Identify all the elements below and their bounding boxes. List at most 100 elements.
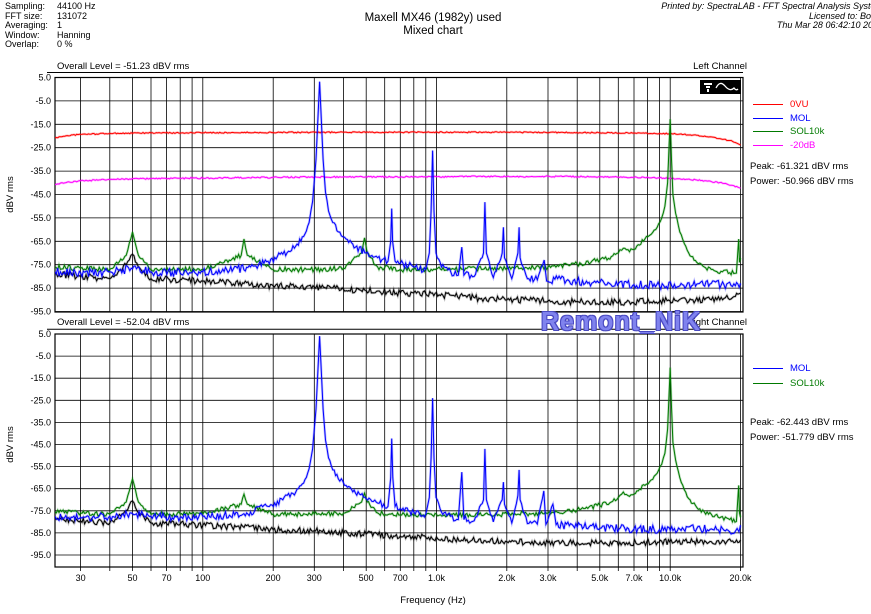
- svg-text:-35.0: -35.0: [30, 166, 51, 176]
- svg-text:-55.0: -55.0: [30, 462, 51, 472]
- series-line-MOL: [55, 336, 741, 535]
- series-line-noise-floor: [55, 500, 741, 548]
- watermark: Remont_NiK: [541, 307, 702, 337]
- analysis-settings: Sampling: 44100 Hz FFT size: 131072 Averag…: [5, 1, 96, 50]
- svg-text:-85.0: -85.0: [30, 528, 51, 538]
- svg-text:20.0k: 20.0k: [729, 573, 752, 583]
- licensed-to-line: Licensed to: Boost: [808, 10, 871, 21]
- setting-label: Sampling:: [5, 1, 46, 11]
- svg-text:5.0k: 5.0k: [591, 573, 609, 583]
- legend-label: -20dB: [790, 139, 816, 151]
- setting-label: Averaging:: [5, 20, 48, 31]
- svg-text:50: 50: [127, 573, 137, 583]
- legend-line-sample: [753, 144, 783, 146]
- legend-label: SOL10k: [790, 378, 825, 389]
- setting-value: 0 %: [57, 39, 73, 50]
- series-line-MOL: [55, 81, 741, 291]
- top-chart-plot: 5.0 -5.0 -15.0 -25.0 -35.0 -45.0 -55.0 -65.0 -75…: [5, 72, 744, 317]
- svg-text:-95.0: -95.0: [30, 550, 51, 560]
- svg-text:-35.0: -35.0: [30, 417, 51, 427]
- svg-text:-65.0: -65.0: [30, 484, 51, 494]
- svg-text:30: 30: [76, 573, 86, 583]
- svg-text:-15.0: -15.0: [30, 373, 51, 383]
- series-traces: [55, 336, 742, 550]
- legend-line-sample: [753, 368, 783, 369]
- legend-line-sample: [753, 131, 783, 132]
- power-readout: Power: -50.966 dBV rms: [750, 176, 854, 187]
- y-axis-title: dBV rms: [5, 176, 16, 213]
- svg-text:10.0k: 10.0k: [659, 573, 682, 583]
- series-halo-MOL: [55, 336, 742, 538]
- series-line-SOL10k: [55, 119, 741, 276]
- peak-power-top: Peak: -61.321 dBV rms Power: -50.966 dBV…: [750, 159, 854, 189]
- svg-text:2.0k: 2.0k: [498, 573, 516, 583]
- page-title-block: Maxell MX46 (1982y) used Mixed chart: [303, 12, 563, 38]
- bottom-chart-plot: 5.0 -5.0 -15.0 -25.0 -35.0 -45.0 -55.0 -65.0 -75…: [5, 328, 752, 606]
- svg-text:300: 300: [307, 573, 322, 583]
- svg-text:-45.0: -45.0: [30, 440, 51, 450]
- svg-text:-5.0: -5.0: [35, 351, 51, 361]
- svg-text:100: 100: [195, 573, 210, 583]
- setting-label: Window:: [5, 29, 40, 40]
- y-tick-labels: 5.0 -5.0 -15.0 -25.0 -35.0 -45.0 -55.0 -65.0 -75…: [30, 73, 51, 317]
- x-axis: 30 50 70 100 200 300 500 700 1.0k 2.0k 3.0k 5.0k 7.0…: [76, 567, 752, 606]
- svg-text:-75.0: -75.0: [30, 260, 51, 270]
- x-axis-title: Frequency (Hz): [400, 595, 465, 606]
- svg-text:200: 200: [266, 573, 281, 583]
- legend-item: MOL: [753, 361, 824, 376]
- setting-label: FFT size:: [5, 10, 43, 21]
- legend-label: SOL10k: [790, 126, 825, 137]
- svg-text:3.0k: 3.0k: [539, 573, 557, 583]
- legend-bottom: MOL SOL10k: [753, 361, 824, 391]
- page-title: Maxell MX46 (1982y) used: [364, 12, 502, 24]
- legend-item: SOL10k: [753, 125, 824, 139]
- series-line-noise-floor: [55, 253, 741, 307]
- legend-item: MOL: [753, 112, 824, 126]
- power-readout: Power: -51.779 dBV rms: [750, 432, 854, 443]
- legend-item: 0VU: [753, 98, 824, 112]
- svg-text:700: 700: [393, 573, 408, 583]
- legend-label: 0VU: [790, 99, 809, 110]
- setting-value: 131072: [57, 10, 88, 21]
- plot-frame: [54, 333, 744, 568]
- setting-row: Overlap: 0 %: [5, 40, 96, 50]
- setting-value: 44100 Hz: [57, 1, 96, 11]
- print-date-line: Thu Mar 28 06:42:10 2013: [776, 20, 871, 30]
- legend-line-sample: [753, 383, 783, 384]
- setting-value: Hanning: [57, 29, 91, 40]
- plot-frame: [54, 76, 744, 313]
- legend-line-sample: [753, 104, 783, 105]
- series-halo-SOL10k: [55, 119, 742, 278]
- peak-readout: Peak: -62.443 dBV rms: [750, 417, 849, 428]
- peak-power-bottom: Peak: -62.443 dBV rms Power: -51.779 dBV…: [750, 415, 854, 445]
- series-halo-MOL: [55, 81, 742, 293]
- series-line--20dB: [55, 175, 741, 189]
- series-line-SOL10k: [55, 367, 741, 524]
- svg-text:-55.0: -55.0: [30, 213, 51, 223]
- svg-text:5.0: 5.0: [38, 329, 51, 339]
- series-line-0VU: [55, 131, 741, 146]
- svg-text:500: 500: [359, 573, 374, 583]
- setting-value: 1: [57, 20, 63, 31]
- overall-level-top: Overall Level = -51.23 dBV rms: [57, 61, 190, 72]
- svg-text:-45.0: -45.0: [30, 190, 51, 200]
- svg-text:-25.0: -25.0: [30, 143, 51, 153]
- svg-text:7.0k: 7.0k: [625, 573, 643, 583]
- peak-readout: Peak: -61.321 dBV rms: [750, 161, 849, 172]
- svg-text:5.0: 5.0: [38, 73, 51, 83]
- svg-text:-25.0: -25.0: [30, 395, 51, 405]
- svg-text:-75.0: -75.0: [30, 506, 51, 516]
- printed-by-block: Printed by: SpectraLAB - FFT Spectral An…: [661, 1, 871, 31]
- printed-by-line: Printed by: SpectraLAB - FFT Spectral An…: [661, 1, 871, 11]
- y-tick-labels: 5.0 -5.0 -15.0 -25.0 -35.0 -45.0 -55.0 -65.0 -75…: [30, 329, 51, 560]
- series-traces: [55, 81, 742, 310]
- overall-level-bottom: Overall Level = -52.04 dBV rms: [57, 317, 190, 328]
- legend-line-sample: [753, 117, 783, 119]
- setting-label: Overlap:: [5, 39, 40, 50]
- svg-text:-5.0: -5.0: [35, 96, 51, 106]
- svg-text:-15.0: -15.0: [30, 119, 51, 129]
- grid-lines: [55, 333, 743, 567]
- setting-row: Averaging: 1: [5, 20, 96, 31]
